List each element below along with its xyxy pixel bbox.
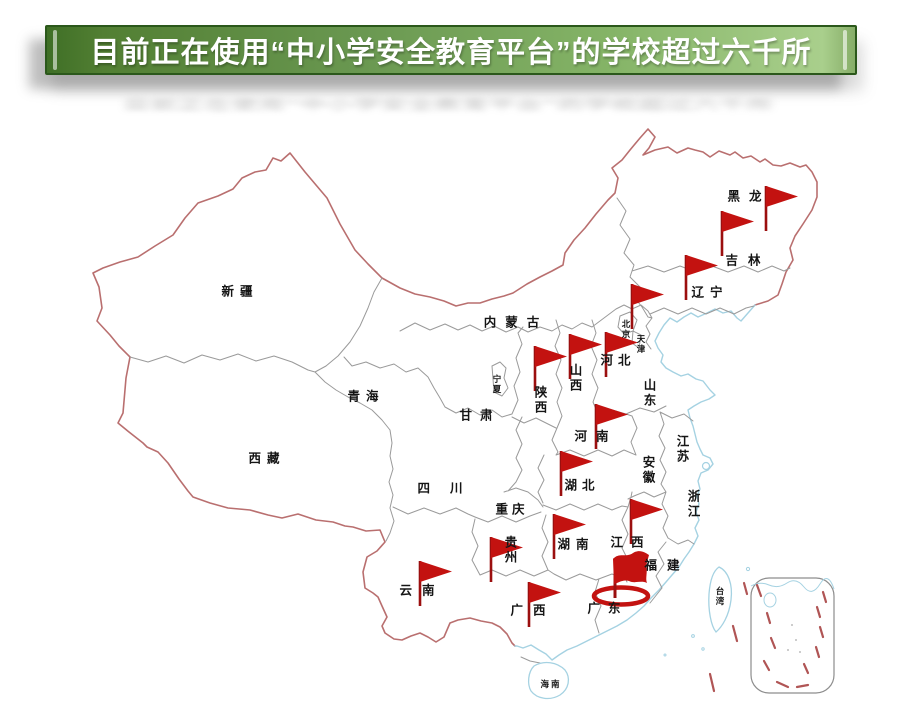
flag-jilin <box>684 255 718 300</box>
south-china-sea-inset-box <box>750 577 835 694</box>
strait-dash-marks <box>708 581 749 693</box>
flag-hunan <box>552 514 586 559</box>
flag-pennant <box>686 255 718 276</box>
hainan-island <box>527 661 570 700</box>
inset-nine-dash-line <box>755 583 828 689</box>
flag-pennant <box>570 334 602 355</box>
flag-heilongjiang-west <box>720 211 754 256</box>
flag-pennant <box>554 514 586 535</box>
flag-shanxi <box>568 334 602 379</box>
flag-hubei <box>559 451 593 496</box>
flag-beijing <box>604 332 638 377</box>
inset-islet-dots <box>787 624 801 653</box>
flag-guangxi <box>527 582 561 627</box>
coastline <box>514 304 756 661</box>
flag-pennant <box>420 561 452 582</box>
flag-shaanxi <box>533 346 567 391</box>
title-banner: 目前正在使用“中小学安全教育平台”的学校超过六千所 <box>45 25 857 75</box>
offshore-islets <box>663 566 751 657</box>
taiwan-island <box>708 566 733 633</box>
flag-guizhou <box>489 537 523 582</box>
flag-pennant <box>491 537 523 558</box>
flag-guangdong <box>591 551 651 607</box>
inset-coastline <box>750 578 835 592</box>
flag-pennant <box>631 499 663 520</box>
land-border-southwest <box>117 356 516 647</box>
flag-pennant <box>529 582 561 603</box>
waving-flag-cloth <box>613 551 649 584</box>
flag-pennant <box>722 211 754 232</box>
flag-layer <box>418 186 798 627</box>
inset-hainan-island <box>763 592 777 608</box>
shanghai-coast-blob <box>701 461 711 471</box>
flag-pennant <box>606 332 638 353</box>
flag-pennant <box>596 404 628 425</box>
flag-pennant <box>766 186 798 207</box>
flag-pennant <box>535 346 567 367</box>
province-borders <box>129 197 791 664</box>
flag-pennant <box>561 451 593 472</box>
land-border-north <box>92 128 818 358</box>
banner-title: 目前正在使用“中小学安全教育平台”的学校超过六千所 <box>90 37 812 69</box>
flag-henan <box>594 404 628 449</box>
flag-liaoning <box>630 284 664 329</box>
flag-heilongjiang <box>764 186 798 231</box>
flag-pennant <box>632 284 664 305</box>
flag-jiangxi <box>629 499 663 544</box>
target-ring <box>591 585 651 607</box>
flag-yunnan <box>418 561 452 606</box>
